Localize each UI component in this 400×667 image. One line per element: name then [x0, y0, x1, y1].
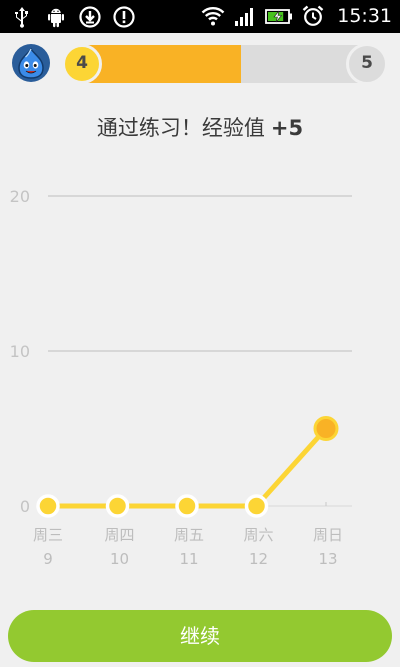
- status-bar: 15:31: [0, 0, 400, 33]
- progress-header: 4 5: [0, 33, 400, 93]
- data-point: [244, 494, 269, 518]
- page-title: 通过练习！经验值 +5: [0, 112, 400, 142]
- y-tick-label: 10: [10, 342, 30, 361]
- slime-avatar-icon[interactable]: [11, 43, 51, 83]
- android-debug-icon: [48, 8, 64, 28]
- battery-charging-icon: [265, 9, 293, 24]
- wifi-icon: [201, 7, 225, 26]
- title-text: 通过练习！经验值: [96, 116, 265, 140]
- signal-icon: [235, 8, 254, 26]
- x-date-label: 9: [43, 550, 53, 568]
- x-tick-label: 周三: [33, 526, 63, 544]
- alert-icon: [113, 6, 135, 28]
- y-tick-label: 20: [10, 187, 30, 206]
- data-point: [313, 416, 339, 441]
- xp-gain: +5: [270, 116, 304, 140]
- usb-icon: [15, 7, 28, 28]
- y-tick-label: 0: [20, 497, 30, 516]
- x-tick-label: 周四: [104, 526, 134, 544]
- current-level-badge: 4: [62, 44, 102, 84]
- status-time: 15:31: [337, 5, 392, 27]
- data-point: [36, 494, 60, 518]
- xp-line-chart: 0 10 20 周三 9 周四 10 周五 11 周六 12 周日 13: [10, 187, 352, 568]
- next-level-badge: 5: [346, 43, 388, 85]
- x-tick-label: 周日: [313, 526, 343, 544]
- data-point: [175, 494, 199, 518]
- x-tick-label: 周五: [174, 526, 204, 544]
- data-point: [105, 494, 130, 518]
- download-icon: [79, 6, 101, 28]
- x-date-label: 12: [249, 550, 268, 568]
- x-date-label: 13: [318, 550, 337, 568]
- continue-button[interactable]: 继续: [8, 610, 392, 662]
- x-date-label: 11: [179, 550, 198, 568]
- alarm-icon: [302, 5, 324, 26]
- x-date-label: 10: [110, 550, 129, 568]
- x-tick-label: 周六: [243, 526, 273, 544]
